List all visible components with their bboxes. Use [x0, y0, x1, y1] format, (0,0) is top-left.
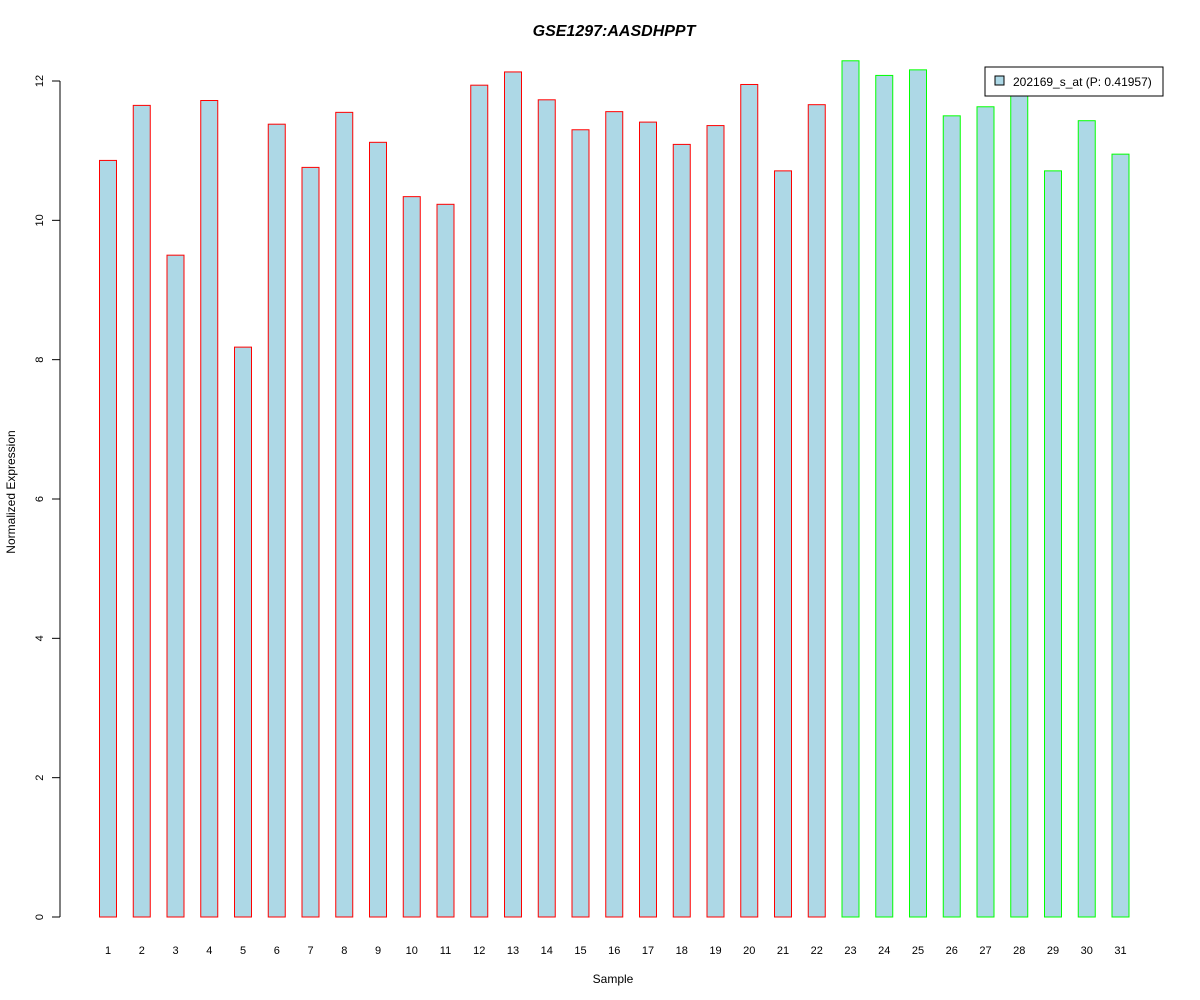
- x-tick-label: 29: [1047, 945, 1059, 957]
- x-tick-label: 17: [642, 945, 654, 957]
- legend-label: 202169_s_at (P: 0.41957): [1013, 75, 1152, 89]
- x-tick-label: 26: [946, 945, 958, 957]
- x-tick-label: 1: [105, 945, 111, 957]
- x-tick-label: 23: [844, 945, 856, 957]
- bar: [639, 121, 657, 918]
- x-tick-label: 31: [1114, 945, 1126, 957]
- x-tick-label: 22: [811, 945, 823, 957]
- x-tick-label: 7: [307, 945, 313, 957]
- x-tick-label: 24: [878, 945, 890, 957]
- bar: [537, 99, 556, 918]
- bar: [504, 71, 522, 918]
- x-axis-label: Sample: [593, 972, 634, 986]
- bar: [672, 143, 691, 918]
- bar: [1111, 153, 1130, 918]
- x-tick-label: 27: [979, 945, 991, 957]
- y-tick-label: 0: [34, 914, 46, 920]
- x-tick-label: 25: [912, 945, 924, 957]
- bar: [1044, 170, 1062, 918]
- x-tick-label: 21: [777, 945, 789, 957]
- bar: [571, 129, 590, 918]
- x-tick-label: 6: [274, 945, 280, 957]
- bar: [301, 166, 320, 918]
- bar: [99, 159, 117, 918]
- bar: [875, 74, 894, 918]
- x-tick-label: 28: [1013, 945, 1025, 957]
- bar: [267, 123, 286, 918]
- bar: [976, 106, 995, 918]
- bar: [402, 196, 421, 918]
- legend: 202169_s_at (P: 0.41957): [984, 66, 1164, 97]
- x-tick-label: 12: [473, 945, 485, 957]
- x-tick-label: 4: [206, 945, 212, 957]
- bar: [605, 111, 624, 918]
- bar: [942, 115, 961, 918]
- bar: [132, 104, 151, 918]
- bar: [166, 254, 185, 918]
- x-tick-label: 10: [406, 945, 418, 957]
- y-axis-label: Normalized Expression: [4, 430, 18, 553]
- y-tick-label: 12: [34, 75, 46, 87]
- bar: [369, 141, 387, 918]
- x-tick-label: 5: [240, 945, 246, 957]
- bar: [909, 69, 927, 918]
- bar: [1077, 120, 1096, 918]
- x-tick-label: 11: [440, 945, 451, 957]
- bar: [335, 111, 354, 918]
- bar: [807, 104, 826, 918]
- x-tick-labels: 1 2 3 4 5 6 7 8 9 10 11 12 13 14 15 16 17 18 19 20 21 22 23 24 2…: [105, 945, 1127, 957]
- bar: [774, 170, 792, 918]
- y-tick-label: 2: [34, 775, 46, 781]
- x-tick-label: 15: [574, 945, 586, 957]
- x-tick-label: 13: [507, 945, 519, 957]
- x-tick-label: 9: [375, 945, 381, 957]
- x-tick-label: 19: [709, 945, 721, 957]
- x-tick-label: 14: [541, 945, 553, 957]
- bars: [99, 60, 1130, 918]
- y-tick-label: 10: [34, 214, 46, 226]
- legend-box: [984, 66, 1164, 97]
- x-tick-label: 30: [1081, 945, 1093, 957]
- bar: [706, 125, 725, 918]
- legend-swatch: [994, 75, 1005, 86]
- y-tick-label: 4: [34, 635, 46, 641]
- bar: [436, 203, 455, 918]
- x-tick-label: 16: [608, 945, 620, 957]
- x-tick-label: 18: [676, 945, 688, 957]
- bar: [1010, 87, 1029, 918]
- y-tick-label: 8: [34, 357, 46, 363]
- x-tick-label: 3: [172, 945, 178, 957]
- bar: [200, 100, 219, 918]
- y-axis: 0 2 4 6 8 10 12: [34, 75, 61, 920]
- bar: [841, 60, 860, 918]
- bar: [470, 84, 489, 918]
- x-tick-label: 20: [743, 945, 755, 957]
- x-tick-label: 8: [341, 945, 347, 957]
- bar: [740, 83, 759, 918]
- x-tick-label: 2: [139, 945, 145, 957]
- chart-title: GSE1297:AASDHPPT: [533, 23, 697, 40]
- y-tick-label: 6: [34, 496, 46, 502]
- bar: [234, 346, 252, 918]
